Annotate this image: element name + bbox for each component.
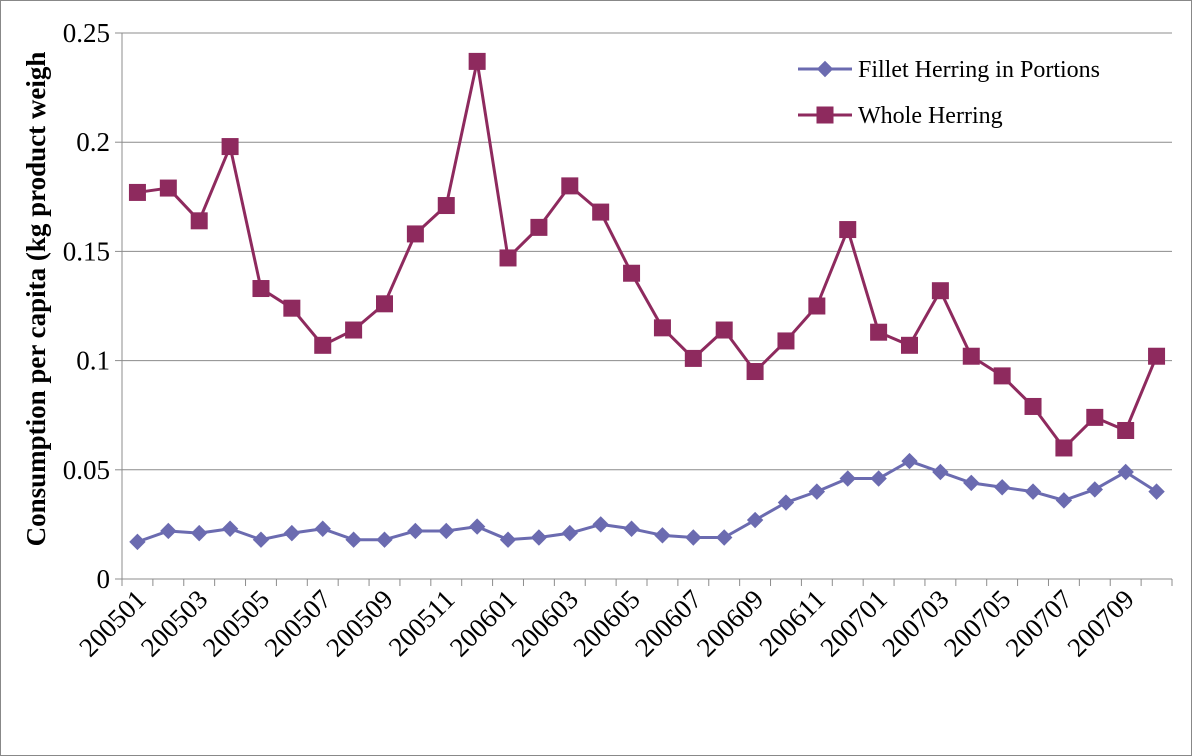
legend-label: Whole Herring	[858, 103, 1003, 129]
y-axis-ticks: 0 0.05 0.1 0.15 0.2 0.25	[63, 18, 122, 594]
data-point	[530, 529, 548, 546]
data-point	[1117, 463, 1134, 481]
data-point	[1086, 408, 1104, 426]
data-point	[777, 332, 795, 350]
data-point	[314, 336, 332, 354]
data-point	[190, 212, 208, 230]
data-point	[653, 319, 671, 337]
data-point	[530, 218, 548, 236]
data-point	[437, 197, 455, 215]
data-point	[345, 321, 363, 339]
data-point	[1024, 397, 1042, 415]
data-point	[190, 524, 208, 542]
data-point	[283, 524, 301, 542]
legend-marker	[816, 60, 834, 78]
data-point	[654, 527, 671, 544]
y-tick-label: 0.2	[76, 127, 110, 157]
data-point	[1055, 492, 1073, 509]
data-point	[901, 452, 918, 470]
data-point	[592, 516, 609, 533]
data-point	[715, 529, 733, 546]
data-point	[993, 479, 1011, 496]
data-point	[993, 367, 1011, 385]
data-point	[438, 522, 455, 540]
series-whole-herring	[128, 52, 1166, 457]
data-point	[931, 282, 949, 300]
data-point	[1024, 483, 1042, 500]
data-point	[376, 531, 393, 548]
data-point	[901, 336, 918, 354]
data-point	[499, 531, 517, 548]
series-fillet-herring-in-portions	[129, 452, 1165, 551]
data-point	[314, 520, 331, 537]
y-tick-label: 0.1	[76, 346, 110, 376]
y-tick-label: 0.25	[63, 18, 110, 48]
series-group	[128, 52, 1166, 551]
data-point	[252, 280, 270, 298]
data-point	[159, 179, 177, 197]
y-tick-label: 0	[97, 564, 111, 594]
data-point	[715, 321, 733, 339]
data-point	[160, 522, 177, 540]
data-point	[252, 531, 270, 548]
data-point	[932, 463, 949, 481]
data-point	[746, 511, 764, 529]
data-point	[1055, 439, 1073, 457]
data-point	[962, 347, 980, 365]
data-point	[870, 323, 888, 341]
data-point	[777, 494, 795, 511]
data-point	[963, 474, 980, 492]
legend-label: Fillet Herring in Portions	[858, 57, 1100, 83]
data-point	[129, 533, 146, 551]
y-axis-title: Consumption per capita (kg product weigh	[21, 52, 51, 547]
data-point	[592, 203, 610, 221]
data-point	[1148, 483, 1165, 500]
data-point	[221, 138, 239, 156]
y-tick-label: 0.15	[63, 236, 110, 266]
legend: Fillet Herring in Portions Whole Herring	[798, 57, 1100, 129]
data-point	[468, 52, 486, 70]
data-point	[746, 363, 764, 381]
data-point	[839, 470, 856, 487]
data-point	[1117, 421, 1135, 439]
data-point	[406, 225, 424, 243]
data-point	[623, 520, 640, 537]
data-point	[684, 349, 702, 367]
data-point	[808, 483, 826, 500]
data-point	[561, 524, 579, 542]
data-point	[376, 295, 393, 313]
data-point	[808, 297, 826, 315]
data-point	[468, 518, 486, 535]
data-point	[839, 221, 857, 239]
data-point	[499, 249, 517, 267]
data-point	[623, 264, 641, 282]
data-point	[685, 529, 702, 546]
data-point	[561, 177, 579, 195]
gridlines	[122, 32, 1172, 471]
data-point	[1086, 481, 1104, 498]
data-point	[221, 520, 239, 537]
data-point	[407, 522, 424, 540]
data-point	[1148, 347, 1166, 365]
series-line	[136, 459, 1158, 544]
data-point	[345, 531, 362, 548]
data-point	[870, 470, 887, 487]
data-point	[283, 299, 301, 317]
y-tick-label: 0.05	[63, 455, 110, 485]
legend-marker	[816, 106, 834, 124]
series-line	[137, 59, 1158, 450]
data-point	[128, 183, 146, 201]
